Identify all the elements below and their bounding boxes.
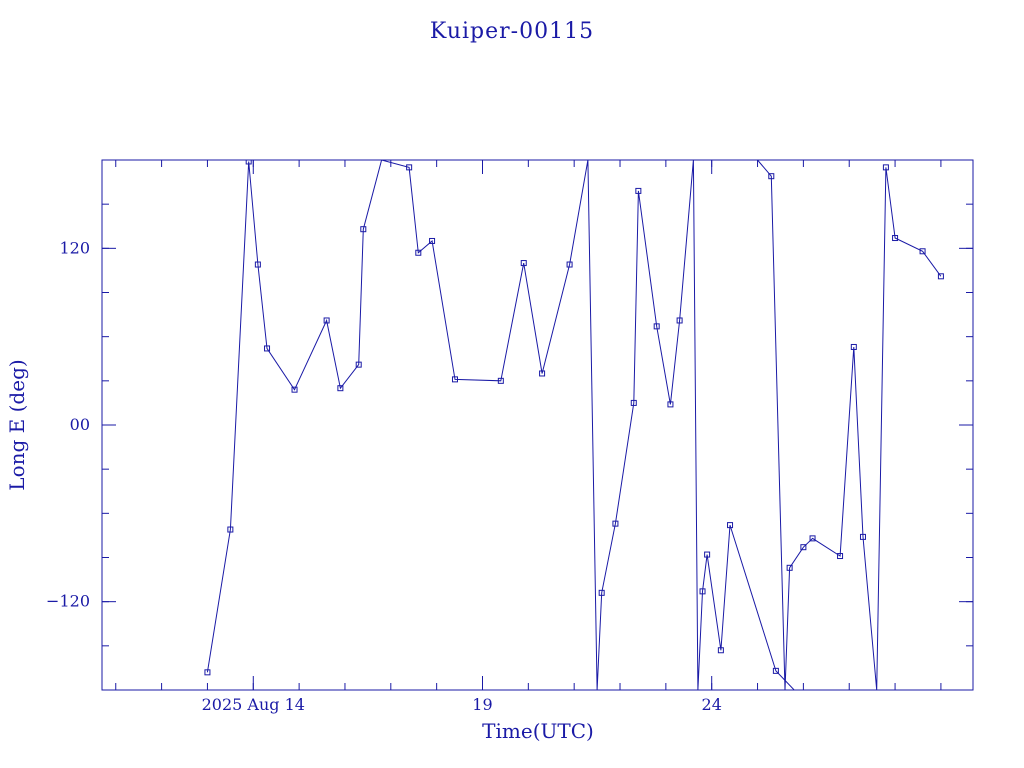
data-point [360,226,367,233]
series-line [206,160,795,690]
data-point [699,588,706,595]
data-point [429,237,436,244]
data-point [254,261,261,268]
data-point [717,647,724,654]
data-point [204,669,211,676]
data-point [768,173,775,180]
data-point [882,164,889,171]
x-tick-label: 24 [702,695,722,714]
y-tick-label: 120 [59,238,90,257]
data-point [415,249,422,256]
y-tick-label: 00 [70,415,90,434]
data-point [786,564,793,571]
series-line [757,160,942,690]
data-point [598,589,605,596]
data-point [291,386,298,393]
plot-frame [101,159,974,691]
data-point [937,273,944,280]
data-point [704,551,711,558]
data-point [919,248,926,255]
data-point [727,522,734,529]
data-point [653,323,660,330]
data-point [406,164,413,171]
data-point [539,370,546,377]
data-point [837,553,844,560]
x-axis-label: Time(UTC) [482,719,594,743]
data-point [612,520,619,527]
data-point [245,160,252,165]
y-tick-label: −120 [46,592,90,611]
data-point [859,533,866,540]
data-point [772,667,779,674]
minor-ticks [102,160,973,690]
series-layer [204,160,944,690]
data-point [800,544,807,551]
data-point [630,399,637,406]
data-point [355,361,362,368]
data-point [520,260,527,267]
data-point [451,376,458,383]
data-point [227,526,234,533]
tick-labels: 2025 Aug 14 19 24 120 00 −120 [46,238,722,714]
data-point [850,343,857,350]
x-tick-label: 2025 Aug 14 [202,695,305,714]
series-2 [757,160,944,690]
data-point [337,385,344,392]
data-point [566,261,573,268]
data-point [809,535,816,542]
data-point [497,377,504,384]
chart-title: Kuiper-00115 [430,19,594,44]
data-point [892,235,899,242]
data-point [323,317,330,324]
x-tick-label: 19 [472,695,492,714]
data-point [264,345,271,352]
data-point [667,401,674,408]
data-point [676,317,683,324]
y-axis-label: Long E (deg) [5,359,29,490]
series-1 [204,160,795,690]
data-point [635,187,642,194]
major-ticks [102,160,973,690]
